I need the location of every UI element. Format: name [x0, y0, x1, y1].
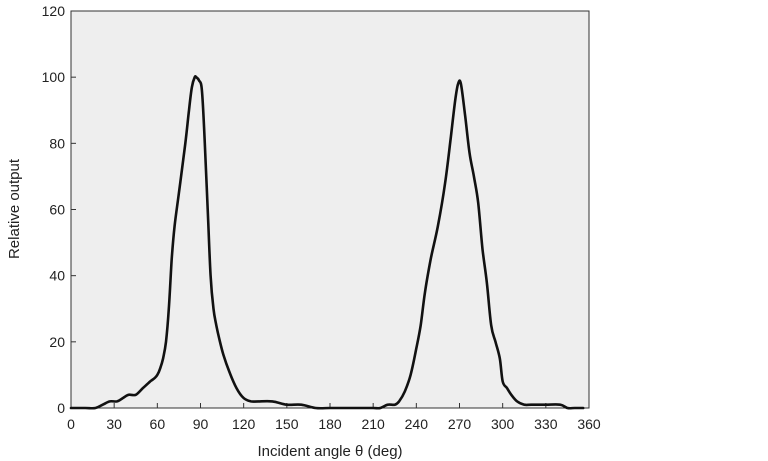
y-tick-label: 0: [57, 400, 65, 416]
y-tick-label: 20: [49, 334, 65, 350]
x-tick-label: 360: [577, 416, 601, 432]
x-tick-label: 0: [67, 416, 75, 432]
x-axis-title: Incident angle θ (deg): [257, 443, 402, 460]
x-tick-label: 300: [491, 416, 515, 432]
y-axis: 0 20 40 60 80 100 120: [42, 3, 76, 416]
x-tick-label: 180: [318, 416, 342, 432]
x-axis: 0 30 60 90 120 150 180 210 240 270 300 330 360: [67, 403, 601, 432]
y-tick-label: 100: [42, 69, 66, 85]
plot-area: [70, 10, 590, 409]
x-tick-label: 60: [150, 416, 166, 432]
x-tick-label: 120: [232, 416, 256, 432]
x-tick-label: 240: [405, 416, 429, 432]
x-tick-label: 270: [448, 416, 472, 432]
x-tick-label: 330: [534, 416, 558, 432]
x-tick-label: 150: [275, 416, 299, 432]
y-axis-title: Relative output: [6, 158, 23, 259]
y-tick-label: 60: [49, 202, 65, 218]
x-tick-label: 90: [193, 416, 209, 432]
series-line: [69, 74, 585, 410]
y-tick-label: 120: [42, 3, 66, 19]
y-tick-label: 80: [49, 135, 65, 151]
x-tick-label: 30: [106, 416, 122, 432]
y-tick-label: 40: [49, 268, 65, 284]
x-tick-label: 210: [361, 416, 385, 432]
